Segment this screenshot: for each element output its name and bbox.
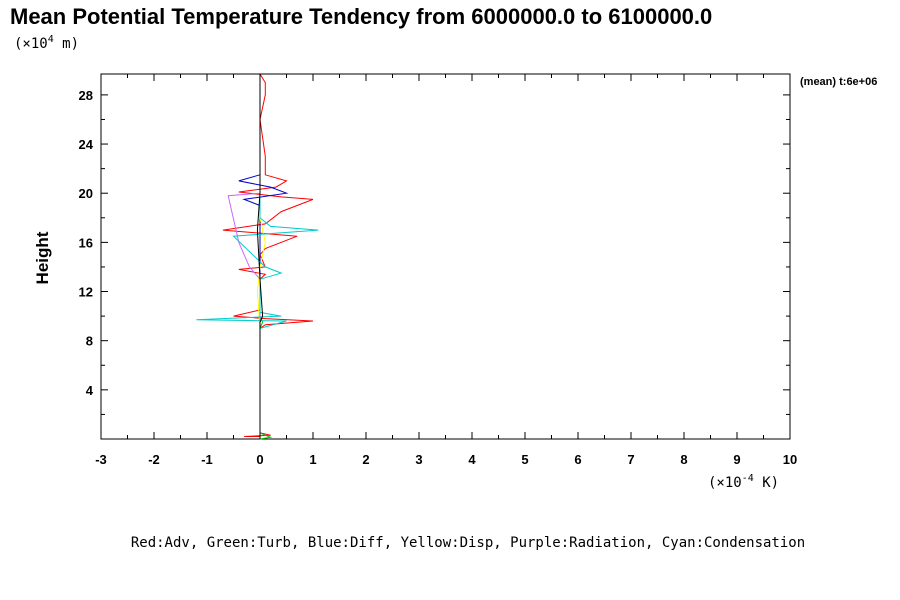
x-tick-label: 7: [627, 452, 634, 467]
series-line-total: [256, 74, 264, 439]
y-scale-exponent: 4: [48, 34, 54, 45]
x-scale-exponent: -4: [742, 473, 754, 484]
x-tick-label: 2: [362, 452, 369, 467]
y-tick-label: 20: [79, 186, 93, 201]
y-scale-unit: m): [54, 36, 79, 52]
y-tick-label: 24: [79, 137, 94, 152]
chart-title: Mean Potential Temperature Tendency from…: [10, 4, 712, 29]
series-lines: [196, 73, 319, 440]
y-tick-label: 16: [79, 235, 93, 250]
x-tick-labels: -3 -2 -1 0 1 2 3 4 5 6 7 8 9 10: [95, 452, 797, 467]
legend-caption: Red:Adv, Green:Turb, Blue:Diff, Yellow:D…: [131, 535, 805, 551]
y-axis-label: Height: [33, 231, 52, 284]
x-scale-label: (×10-4 K): [708, 473, 779, 491]
axis-ticks: [100, 74, 791, 439]
y-tick-label: 12: [79, 285, 93, 300]
x-tick-label: -3: [95, 452, 107, 467]
y-tick-label: 4: [86, 383, 94, 398]
series-line-condensation: [196, 74, 319, 439]
series-line-diff: [238, 74, 289, 439]
series-line-adv: [222, 73, 314, 439]
x-tick-label: 0: [256, 452, 263, 467]
x-scale-prefix: (×10: [708, 475, 742, 491]
x-tick-label: 10: [783, 452, 797, 467]
y-tick-labels: 4 8 12 16 20 24 28: [79, 88, 94, 398]
x-tick-label: 1: [309, 452, 316, 467]
x-tick-label: -2: [148, 452, 160, 467]
x-tick-label: 6: [574, 452, 581, 467]
x-tick-label: 4: [468, 452, 476, 467]
y-tick-label: 8: [86, 334, 93, 349]
x-tick-label: 8: [680, 452, 687, 467]
x-tick-label: -1: [201, 452, 213, 467]
y-scale-prefix: (×10: [14, 36, 48, 52]
x-tick-label: 3: [415, 452, 422, 467]
x-scale-unit: K): [754, 475, 779, 491]
y-scale-label: (×104 m): [14, 34, 79, 52]
x-tick-label: 5: [521, 452, 528, 467]
plot-frame: [100, 73, 791, 440]
corner-note: (mean) t:6e+06: [800, 76, 877, 88]
y-tick-label: 28: [79, 88, 93, 103]
x-tick-label: 9: [733, 452, 740, 467]
